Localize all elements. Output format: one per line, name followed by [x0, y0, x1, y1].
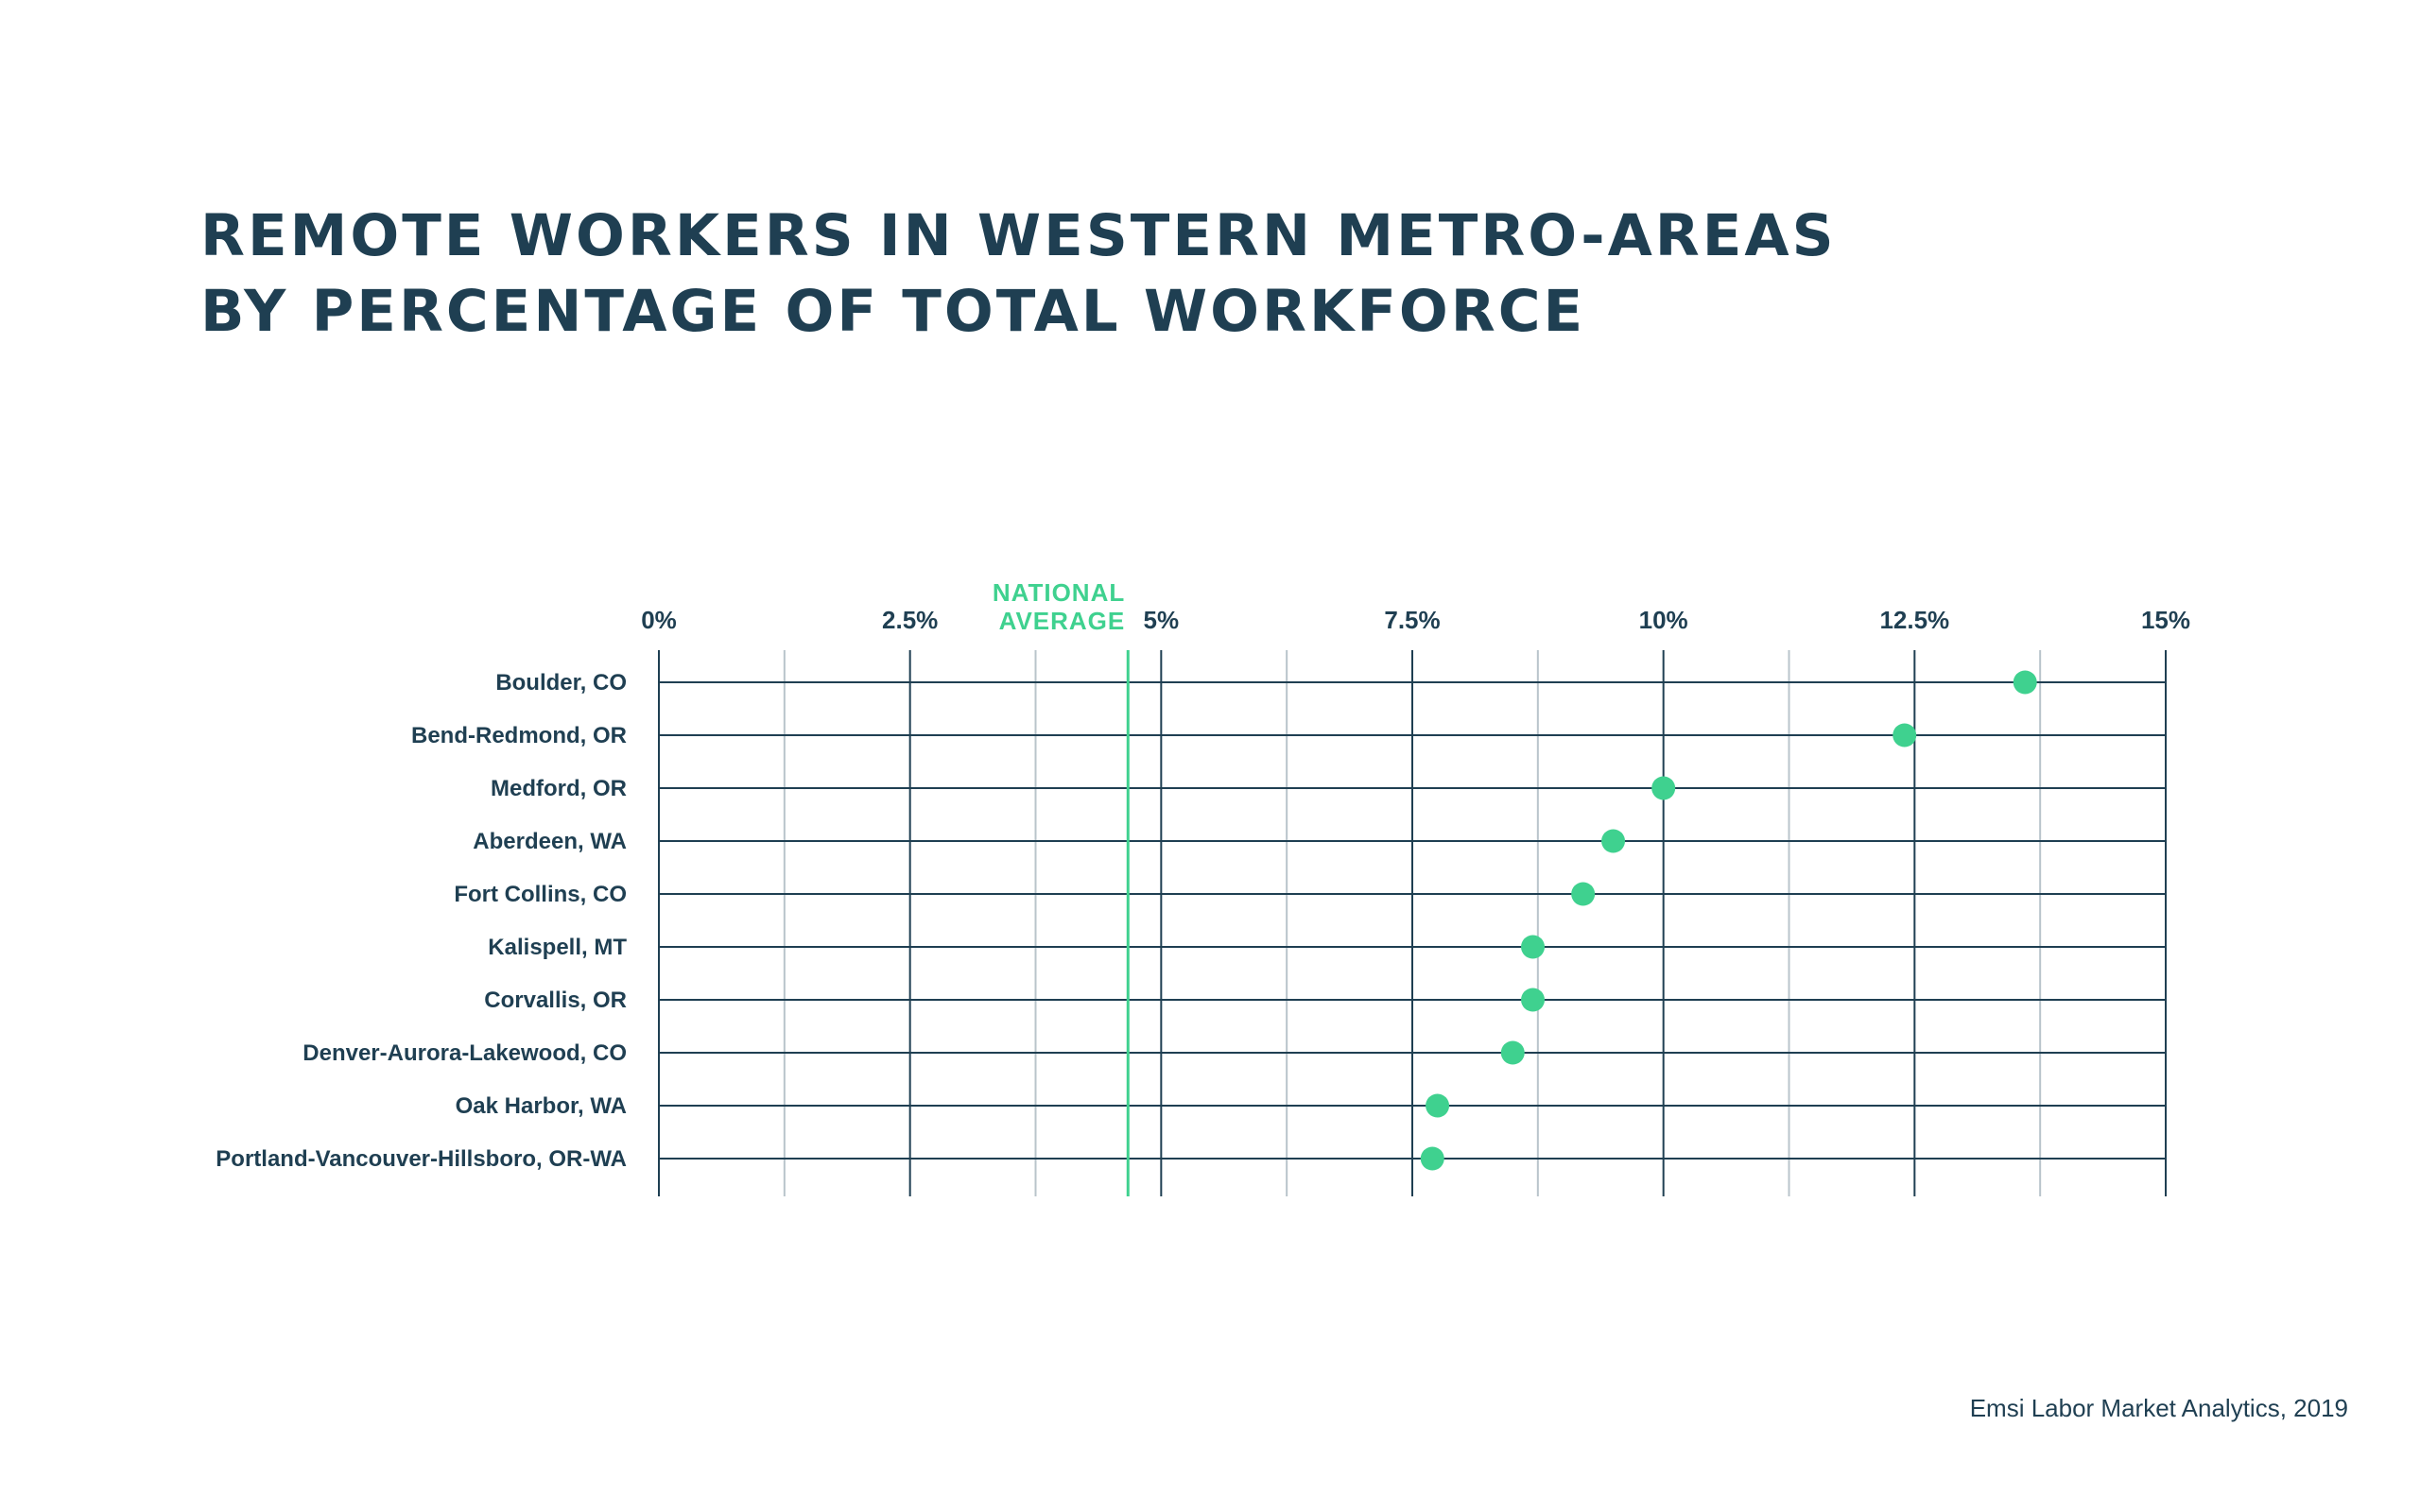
row-label: Kalispell, MT: [488, 935, 627, 960]
row-label: Boulder, CO: [495, 670, 627, 696]
row-label: Fort Collins, CO: [454, 882, 627, 907]
data-point: [1521, 935, 1546, 959]
data-point: [2013, 670, 2037, 695]
x-tick-label: 15%: [2141, 606, 2190, 634]
national-average-label-line: NATIONAL: [993, 578, 1125, 607]
row-label: Medford, OR: [491, 776, 627, 801]
data-point: [1893, 723, 1917, 747]
chart-title-line-2: BY PERCENTAGE OF TOTAL WORKFORCE: [200, 278, 1586, 345]
data-point: [1426, 1093, 1450, 1118]
row-label: Portland-Vancouver-Hillsboro, OR-WA: [216, 1146, 627, 1172]
national-average-label: NATIONAL AVERAGE: [993, 578, 1125, 635]
row-label: Denver-Aurora-Lakewood, CO: [302, 1040, 627, 1066]
row-label: Aberdeen, WA: [473, 829, 627, 854]
data-point: [1500, 1040, 1525, 1065]
data-point: [1521, 988, 1546, 1012]
source-note: Emsi Labor Market Analytics, 2019: [1969, 1394, 2348, 1422]
x-tick-label: 5%: [1144, 606, 1180, 634]
x-tick-label: 2.5%: [882, 606, 938, 634]
row-label: Bend-Redmond, OR: [411, 723, 627, 748]
data-point: [1601, 829, 1626, 853]
chart-title: REMOTE WORKERS IN WESTERN METRO-AREAS BY…: [200, 198, 1837, 350]
chart-title-line-1: REMOTE WORKERS IN WESTERN METRO-AREAS: [200, 202, 1837, 269]
x-tick-label: 10%: [1639, 606, 1688, 634]
data-point: [1651, 776, 1676, 800]
row-label: Oak Harbor, WA: [456, 1093, 627, 1119]
data-point: [1571, 882, 1596, 906]
x-tick-label: 12.5%: [1879, 606, 1949, 634]
x-tick-label: 0%: [641, 606, 677, 634]
x-tick-label: 7.5%: [1384, 606, 1440, 634]
data-point: [1420, 1146, 1444, 1171]
row-label: Corvallis, OR: [484, 988, 627, 1013]
national-average-label-line: AVERAGE: [999, 607, 1126, 635]
